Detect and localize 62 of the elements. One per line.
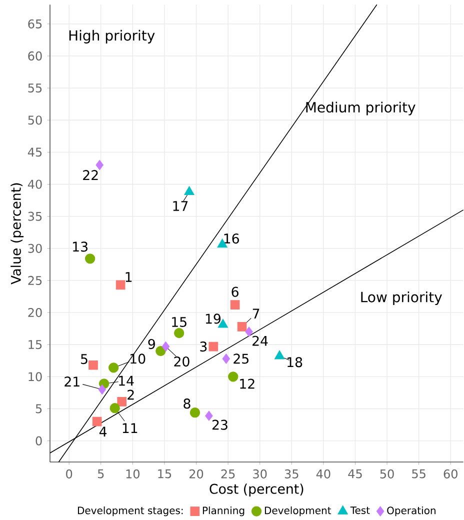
annotation: 20 — [174, 356, 190, 367]
y-tick-label: 20 — [28, 308, 42, 318]
annotation: High priority — [69, 30, 155, 44]
y-tick-label: 15 — [28, 340, 42, 350]
annotation: 1 — [126, 272, 132, 282]
y-tick-label: 50 — [28, 116, 42, 125]
y-tick-label: 25 — [28, 276, 42, 286]
annotation: 5 — [81, 354, 88, 364]
x-tick-label: 30 — [253, 469, 267, 478]
x-tick-label: 55 — [412, 469, 426, 478]
annotation: 12 — [240, 378, 254, 389]
x-tick-label: 10 — [126, 469, 140, 478]
annotation: 13 — [73, 242, 88, 252]
y-tick-label: 0 — [36, 436, 42, 446]
y-tick-label: 55 — [28, 84, 42, 92]
x-tick-label: 15 — [158, 469, 172, 478]
x-tick-label: 35 — [284, 469, 298, 478]
x-tick-label: 20 — [190, 469, 204, 478]
annotation: 6 — [232, 286, 238, 297]
annotation: 25 — [234, 354, 248, 364]
legend-label: Test — [350, 506, 370, 514]
x-tick-label: 40 — [316, 469, 330, 478]
y-tick-label: 60 — [28, 51, 42, 61]
y-axis-title: Value (percent) — [10, 183, 24, 284]
legend-title: Development stages: — [78, 506, 183, 516]
legend-label: Planning — [202, 506, 244, 516]
annotation: Medium priority — [306, 102, 416, 116]
annotation: 16 — [224, 233, 239, 244]
x-tick-label: 0 — [66, 469, 72, 478]
annotation: 2 — [128, 390, 134, 400]
annotation: 4 — [99, 426, 107, 436]
annotation: 21 — [64, 376, 80, 386]
annotation: 23 — [212, 420, 228, 430]
annotation: 11 — [122, 423, 138, 433]
x-tick-label: 60 — [444, 469, 458, 478]
y-tick-label: 45 — [28, 148, 42, 157]
annotation: 7 — [252, 308, 260, 319]
annotation: 8 — [184, 398, 190, 409]
legend-label: Operation — [387, 506, 436, 516]
y-tick-label: 65 — [28, 19, 42, 28]
annotation: 19 — [206, 314, 221, 324]
y-tick-label: 40 — [28, 180, 42, 189]
y-tick-label: 10 — [28, 372, 42, 382]
annotation: 15 — [172, 317, 186, 328]
annotation: 9 — [148, 338, 155, 350]
annotation: 17 — [173, 201, 188, 211]
annotation: 10 — [130, 354, 146, 364]
y-tick-label: 35 — [28, 212, 42, 221]
x-tick-label: 45 — [348, 469, 362, 478]
y-tick-label: 5 — [36, 404, 42, 414]
x-tick-label: 25 — [221, 469, 235, 478]
annotation: 18 — [288, 357, 302, 368]
annotation: 3 — [200, 341, 207, 352]
annotation: 14 — [119, 376, 134, 386]
annotation: 22 — [83, 170, 98, 180]
x-axis-title: Cost (percent) — [210, 484, 304, 497]
y-tick-label: 30 — [28, 244, 42, 253]
legend-label: Development — [264, 506, 332, 516]
x-tick-label: 5 — [98, 469, 104, 478]
annotation: Low priority — [361, 292, 442, 306]
annotation: 24 — [252, 336, 268, 346]
x-tick-label: 50 — [380, 469, 394, 478]
